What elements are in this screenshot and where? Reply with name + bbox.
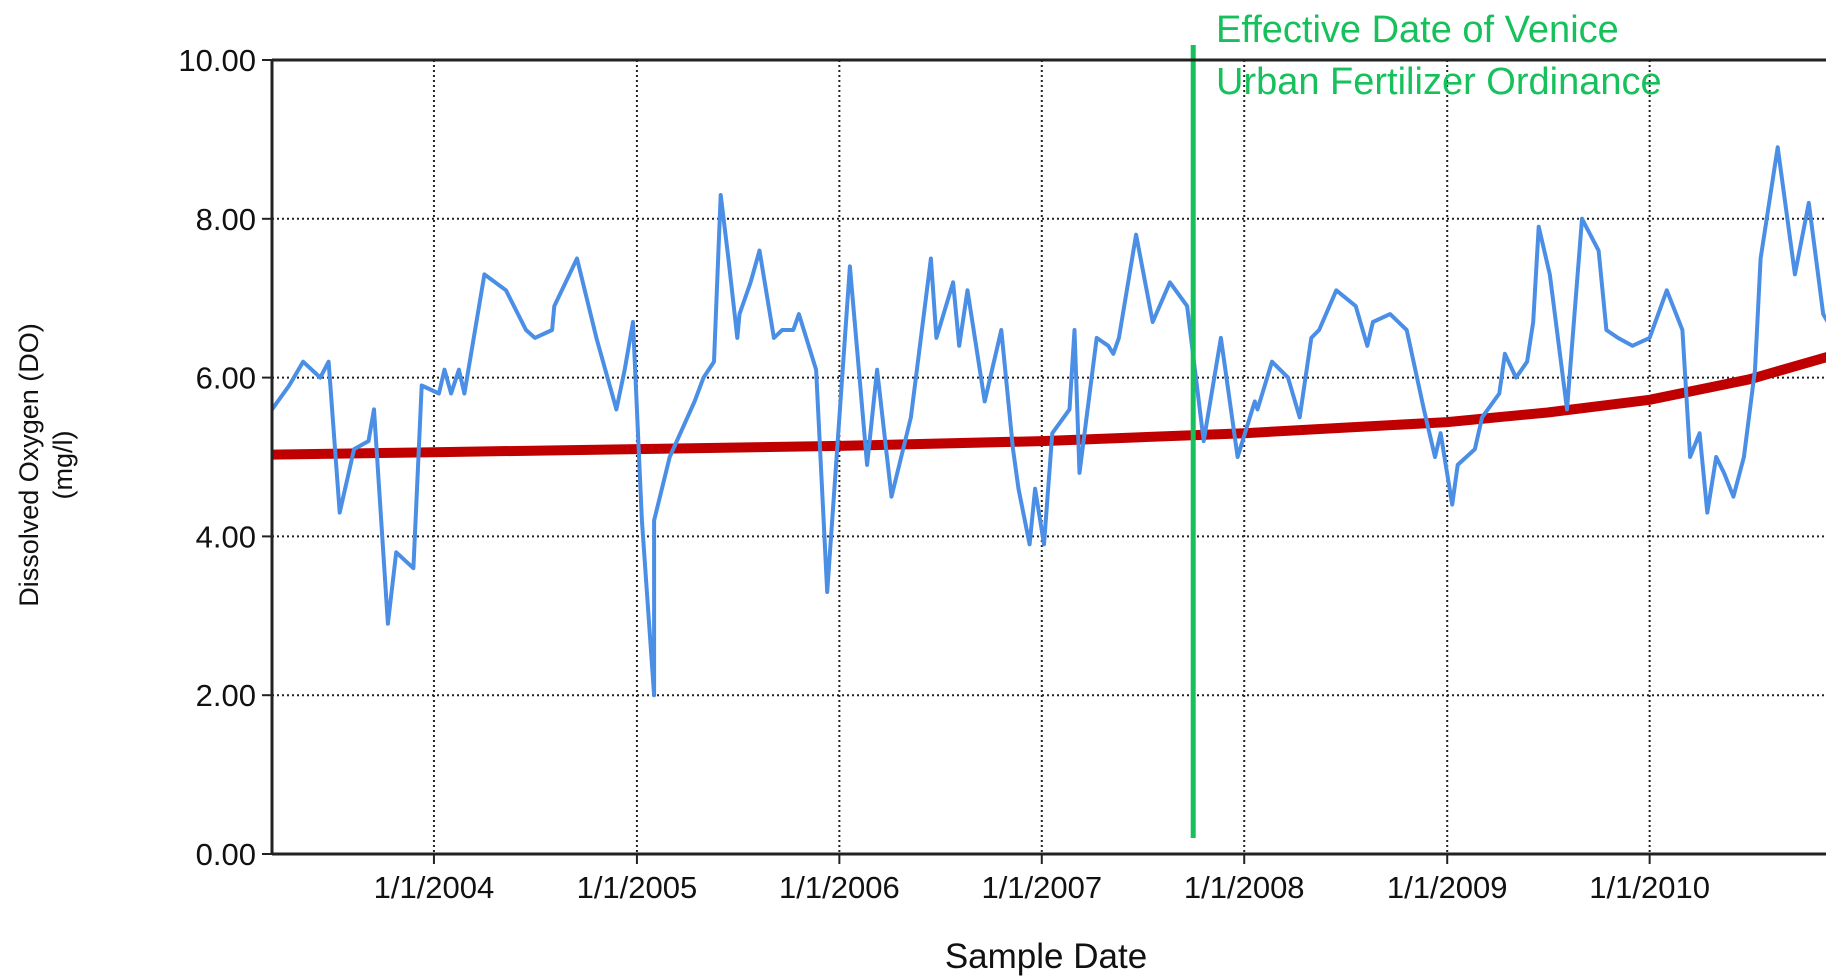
x-tick-label: 1/1/2005	[577, 870, 698, 905]
x-tick-label: 1/1/2007	[981, 870, 1102, 905]
y-axis-title-line-1: Dissolved Oxygen (DO)	[14, 323, 44, 607]
x-tick-label: 1/1/2008	[1184, 870, 1305, 905]
annotation-label-line-1: Effective Date of Venice	[1216, 9, 1619, 51]
x-tick-label: 1/1/2009	[1387, 870, 1508, 905]
x-tick-label: 1/1/2006	[779, 870, 900, 905]
observed-series-layer	[272, 145, 1826, 698]
y-tick-label: 4.00	[196, 519, 256, 554]
x-axis-title: Sample Date	[945, 937, 1147, 976]
x-tick-label: 1/1/2004	[374, 870, 495, 905]
y-tick-label: 10.00	[178, 43, 256, 78]
y-axis-title-line-2: (mg/l)	[48, 431, 78, 500]
trend-line	[272, 352, 1826, 460]
annotation-label-line-2: Urban Fertilizer Ordinance	[1216, 61, 1662, 103]
observed-do-line	[272, 145, 1826, 698]
y-tick-label: 2.00	[196, 678, 256, 713]
y-tick-label: 8.00	[196, 202, 256, 237]
x-tick-label: 1/1/2010	[1589, 870, 1710, 905]
y-axis-title: Dissolved Oxygen (DO) (mg/l)	[14, 323, 78, 607]
y-tick-label: 6.00	[196, 361, 256, 396]
axes: 0.00 2.00 4.00 6.00 8.00 10.00 1/1/2004 1/1/200…	[178, 43, 1826, 905]
y-tick-label: 0.00	[196, 837, 256, 872]
trend-line-layer	[272, 352, 1826, 460]
